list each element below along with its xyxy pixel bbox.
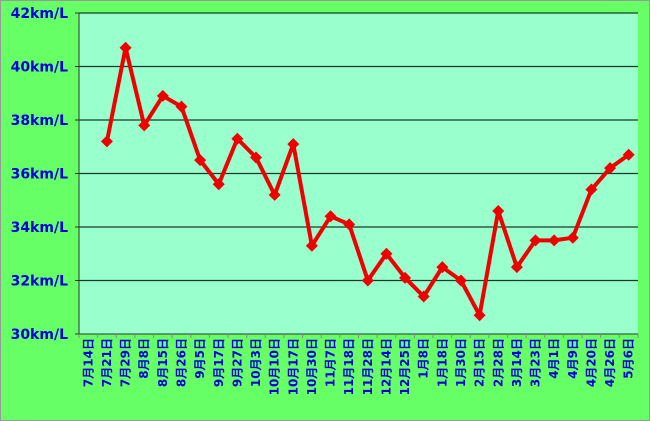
data-point-marker — [250, 151, 263, 164]
data-point-marker — [119, 41, 132, 54]
x-tick-label: 4月1日 — [547, 338, 561, 379]
data-point-marker — [212, 178, 225, 191]
data-point-marker — [399, 271, 412, 284]
x-tick-label: 11月28日 — [361, 338, 375, 395]
data-point-marker — [305, 239, 318, 252]
x-tick-label: 7月21日 — [100, 338, 114, 387]
y-tick-label: 36km/L — [11, 167, 68, 183]
data-point-marker — [622, 148, 635, 161]
y-tick-label: 34km/L — [11, 220, 68, 236]
x-tick-label: 9月17日 — [212, 338, 226, 387]
x-tick-label: 9月27日 — [230, 338, 244, 387]
data-point-marker — [361, 274, 374, 287]
data-point-marker — [529, 234, 542, 247]
x-tick-label: 8月15日 — [156, 338, 170, 387]
data-point-marker — [454, 274, 467, 287]
data-point-marker — [287, 138, 300, 151]
x-tick-label: 11月7日 — [324, 338, 338, 387]
x-tick-label: 10月17日 — [286, 338, 300, 395]
x-tick-label: 4月26日 — [603, 338, 617, 387]
data-point-marker — [268, 188, 281, 201]
y-tick-label: 30km/L — [11, 327, 68, 343]
data-point-marker — [231, 132, 244, 145]
data-point-marker — [417, 290, 430, 303]
x-tick-label: 3月14日 — [510, 338, 524, 387]
data-point-marker — [343, 218, 356, 231]
data-point-marker — [510, 261, 523, 274]
x-tick-label: 10月30日 — [305, 338, 319, 395]
x-tick-label: 4月9日 — [566, 338, 580, 379]
x-tick-label: 3月23日 — [529, 338, 543, 387]
x-tick-label: 8月8日 — [137, 338, 151, 379]
data-point-marker — [324, 210, 337, 223]
x-tick-label: 11月18日 — [342, 338, 356, 395]
data-point-marker — [138, 119, 151, 132]
data-point-marker — [100, 135, 113, 148]
x-tick-label: 10月3日 — [249, 338, 263, 387]
y-tick-label: 38km/L — [11, 113, 68, 129]
x-tick-label: 7月14日 — [81, 338, 95, 387]
data-point-marker — [436, 261, 449, 274]
x-tick-label: 7月29日 — [119, 338, 133, 387]
x-tick-label: 12月25日 — [398, 338, 412, 395]
x-tick-label: 2月28日 — [491, 338, 505, 387]
x-tick-label: 4月20日 — [584, 338, 598, 387]
x-tick-label: 1月8日 — [417, 338, 431, 379]
data-point-marker — [492, 204, 505, 217]
data-point-marker — [566, 231, 579, 244]
y-tick-label: 42km/L — [11, 6, 68, 22]
x-tick-label: 5月6日 — [622, 338, 636, 379]
x-tick-label: 12月14日 — [379, 338, 393, 395]
x-tick-label: 1月18日 — [435, 338, 449, 387]
x-tick-label: 9月5日 — [193, 338, 207, 379]
x-tick-label: 1月30日 — [454, 338, 468, 387]
data-point-marker — [604, 162, 617, 175]
x-tick-label: 2月15日 — [473, 338, 487, 387]
data-point-marker — [585, 183, 598, 196]
data-point-marker — [156, 89, 169, 102]
data-point-marker — [194, 154, 207, 167]
x-tick-label: 8月26日 — [174, 338, 188, 387]
y-tick-label: 32km/L — [11, 274, 68, 290]
data-point-marker — [175, 100, 188, 113]
x-tick-label: 10月10日 — [268, 338, 282, 395]
data-point-marker — [380, 247, 393, 260]
y-tick-label: 40km/L — [11, 60, 68, 76]
data-point-marker — [548, 234, 561, 247]
data-point-marker — [473, 309, 486, 322]
